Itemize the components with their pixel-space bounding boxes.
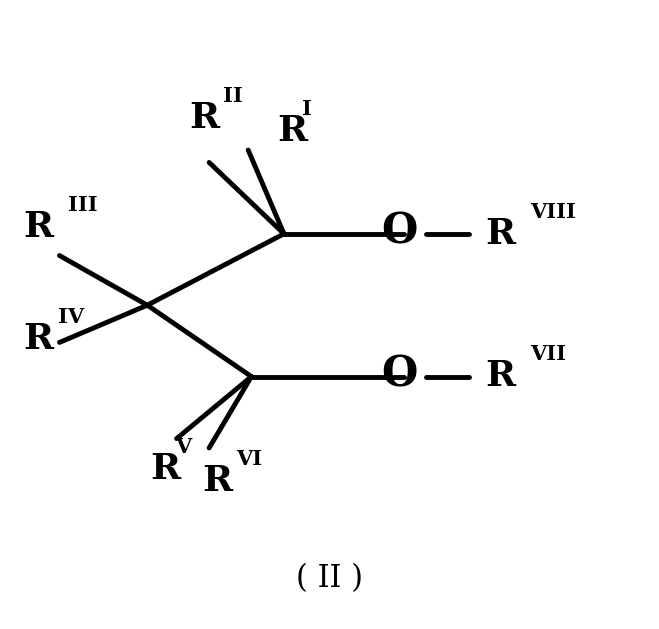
Text: R: R <box>190 101 219 135</box>
Text: V: V <box>175 437 192 457</box>
Text: R: R <box>150 452 181 486</box>
Text: VIII: VIII <box>530 202 576 221</box>
Text: R: R <box>486 217 516 251</box>
Text: VI: VI <box>237 449 262 469</box>
Text: VII: VII <box>530 345 566 364</box>
Text: III: III <box>68 195 98 215</box>
Text: I: I <box>302 99 312 119</box>
Text: R: R <box>202 464 233 498</box>
Text: O: O <box>382 211 418 253</box>
Text: R: R <box>24 210 54 244</box>
Text: II: II <box>223 86 243 106</box>
Text: R: R <box>24 321 54 355</box>
Text: R: R <box>277 114 308 148</box>
Text: O: O <box>382 353 418 396</box>
Text: IV: IV <box>57 306 84 326</box>
Text: R: R <box>486 360 516 394</box>
Text: ( II ): ( II ) <box>296 563 363 594</box>
